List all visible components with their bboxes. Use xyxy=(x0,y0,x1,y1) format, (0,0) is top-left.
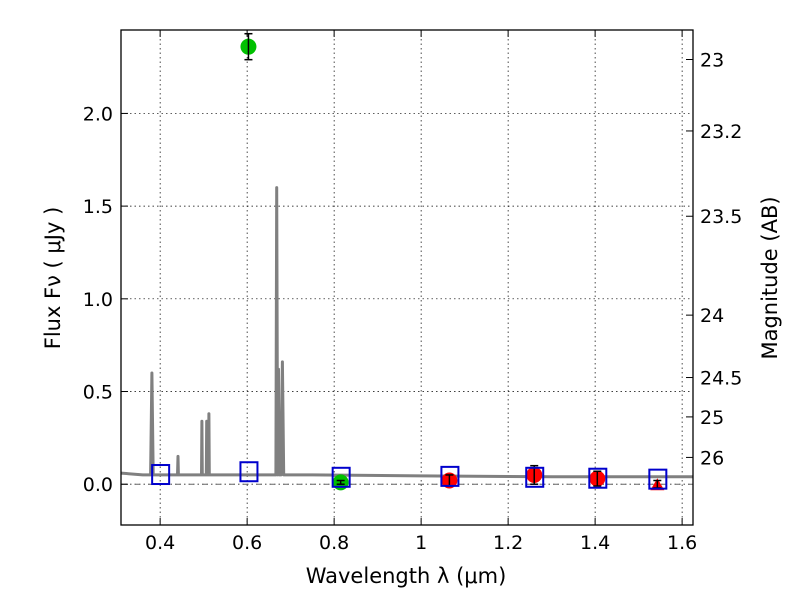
x-tick-label: 1 xyxy=(415,532,427,554)
x-axis-label: Wavelength λ (μm) xyxy=(306,564,507,588)
x-tick-label: 1.6 xyxy=(667,532,697,554)
y2-tick-label: 24.5 xyxy=(700,368,742,390)
template-spectrum-line xyxy=(120,186,693,479)
y2-tick-label: 23.2 xyxy=(700,121,742,143)
model-flux-square xyxy=(440,465,460,487)
axis-ticks: 0.4 0.6 0.8 1 1.2 1.4 1.6 0.0 0.5 1.0 1.5 2.0 23 23.2… xyxy=(83,30,742,554)
y2-tick-label: 26 xyxy=(700,447,724,469)
y2-tick-label: 25 xyxy=(700,407,724,429)
y2-axis-label: Magnitude (AB) xyxy=(758,196,782,359)
x-tick-label: 0.4 xyxy=(145,532,175,554)
x-tick-label: 0.6 xyxy=(232,532,262,554)
model-flux-square xyxy=(648,468,668,490)
model-flux-square xyxy=(239,461,259,483)
x-tick-label: 0.8 xyxy=(319,532,349,554)
y-tick-label: 2.0 xyxy=(83,103,113,125)
data-markers xyxy=(151,32,668,491)
y-tick-label: 0.5 xyxy=(83,382,113,404)
model-flux-square xyxy=(151,464,171,486)
plot-frame xyxy=(120,29,694,526)
x-tick-label: 1.4 xyxy=(580,532,610,554)
y2-tick-label: 23 xyxy=(700,50,724,72)
y-tick-label: 1.5 xyxy=(83,196,113,218)
model-flux-square xyxy=(525,466,545,488)
template-spectrum xyxy=(120,186,693,479)
model-flux-square xyxy=(331,466,351,488)
y2-tick-label: 23.5 xyxy=(700,206,742,228)
grid-lines xyxy=(121,30,693,525)
y-tick-label: 0.0 xyxy=(83,474,113,496)
x-tick-label: 1.2 xyxy=(493,532,523,554)
y-axis-label: Flux Fν ( μJy ) xyxy=(41,207,65,350)
model-flux-square xyxy=(588,467,608,489)
y2-tick-label: 24 xyxy=(700,305,724,327)
y-tick-label: 1.0 xyxy=(83,289,113,311)
